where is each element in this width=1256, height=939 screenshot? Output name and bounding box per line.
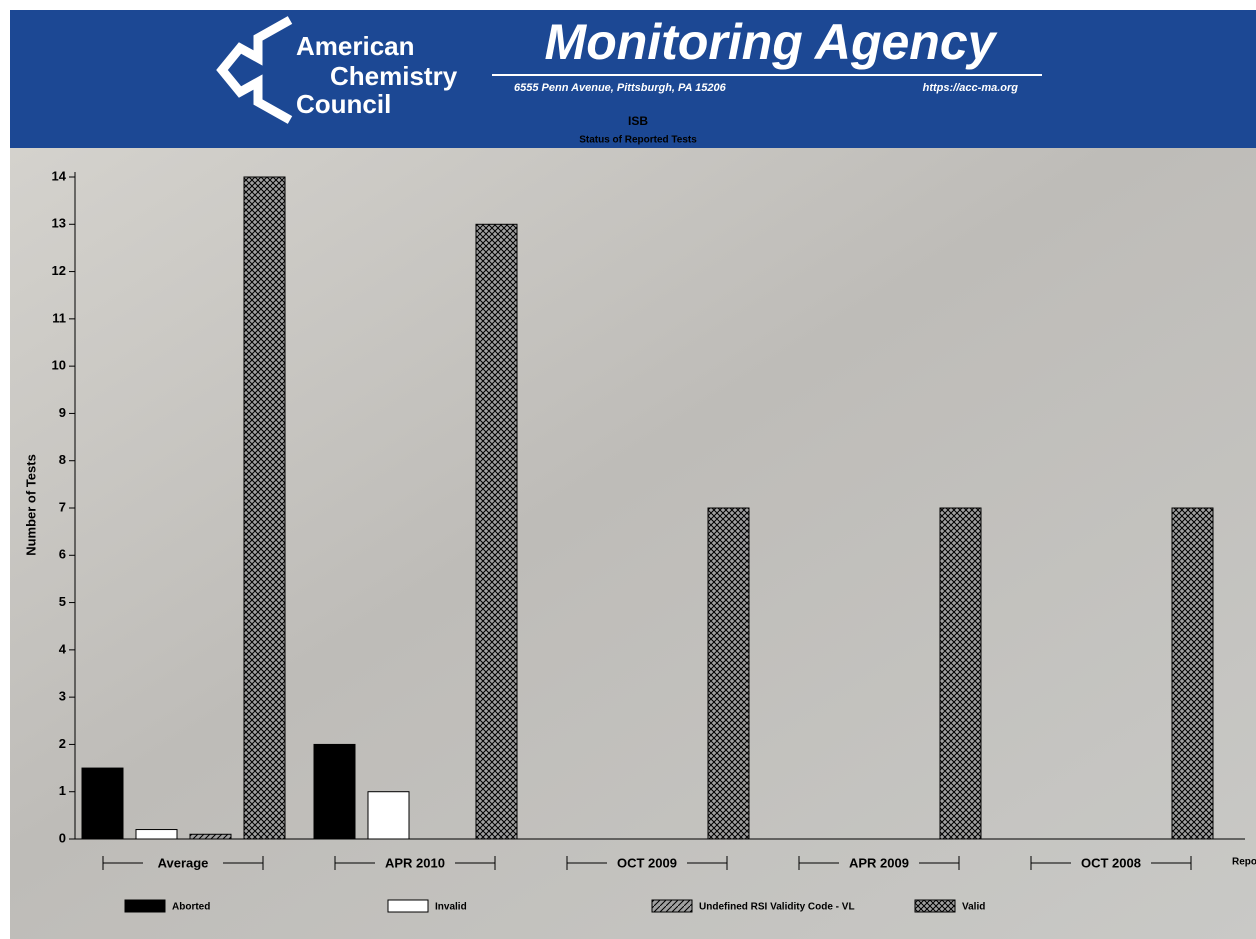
x-tick-label: APR 2009 (849, 855, 909, 870)
bar (243, 176, 286, 840)
y-tick-label: 13 (52, 216, 66, 231)
bar (313, 743, 356, 840)
y-tick-label: 7 (59, 499, 66, 514)
y-tick-label: 8 (59, 452, 66, 467)
agency-title: Monitoring Agency (545, 14, 998, 70)
x-axis-label: Reporting Period (1232, 857, 1256, 868)
chart-subtitle: Status of Reported Tests (579, 135, 697, 146)
legend-label: Invalid (435, 902, 467, 913)
logo-mark (216, 16, 293, 124)
org-name: Council (296, 89, 391, 119)
bar (81, 767, 124, 840)
y-tick-label: 12 (52, 263, 66, 278)
y-tick-label: 3 (59, 689, 66, 704)
bar (1171, 507, 1214, 840)
legend-swatch (914, 899, 956, 913)
legend-swatch (651, 899, 693, 913)
bar (707, 507, 750, 840)
legend-swatch (387, 899, 429, 913)
legend-label: Valid (962, 902, 985, 913)
y-tick-label: 4 (59, 641, 67, 656)
bar (189, 833, 232, 840)
org-name: Chemistry (330, 61, 458, 91)
chart-title: ISB (628, 114, 648, 128)
header-banner (10, 10, 1256, 148)
bar (135, 829, 178, 840)
address: 6555 Penn Avenue, Pittsburgh, PA 15206 (514, 82, 727, 94)
bar (939, 507, 982, 840)
bar (367, 791, 410, 840)
x-tick-label: OCT 2009 (617, 855, 677, 870)
x-tick-label: Average (158, 855, 209, 870)
x-tick-label: APR 2010 (385, 855, 445, 870)
y-tick-label: 1 (59, 783, 66, 798)
legend-swatch (124, 899, 166, 913)
y-tick-label: 2 (59, 736, 66, 751)
url: https://acc-ma.org (923, 82, 1019, 94)
y-tick-label: 9 (59, 405, 66, 420)
y-tick-label: 10 (52, 358, 66, 373)
y-tick-label: 14 (52, 168, 67, 183)
legend-label: Aborted (172, 902, 210, 913)
legend-label: Undefined RSI Validity Code - VL (699, 902, 855, 913)
y-tick-label: 11 (52, 310, 66, 325)
background-photo (10, 148, 1256, 939)
y-tick-label: 6 (59, 547, 66, 562)
y-axis-label: Number of Tests (23, 454, 38, 556)
y-tick-label: 0 (59, 830, 66, 845)
bar (475, 223, 518, 840)
org-name: American (296, 31, 415, 61)
y-tick-label: 5 (59, 594, 66, 609)
x-tick-label: OCT 2008 (1081, 855, 1141, 870)
